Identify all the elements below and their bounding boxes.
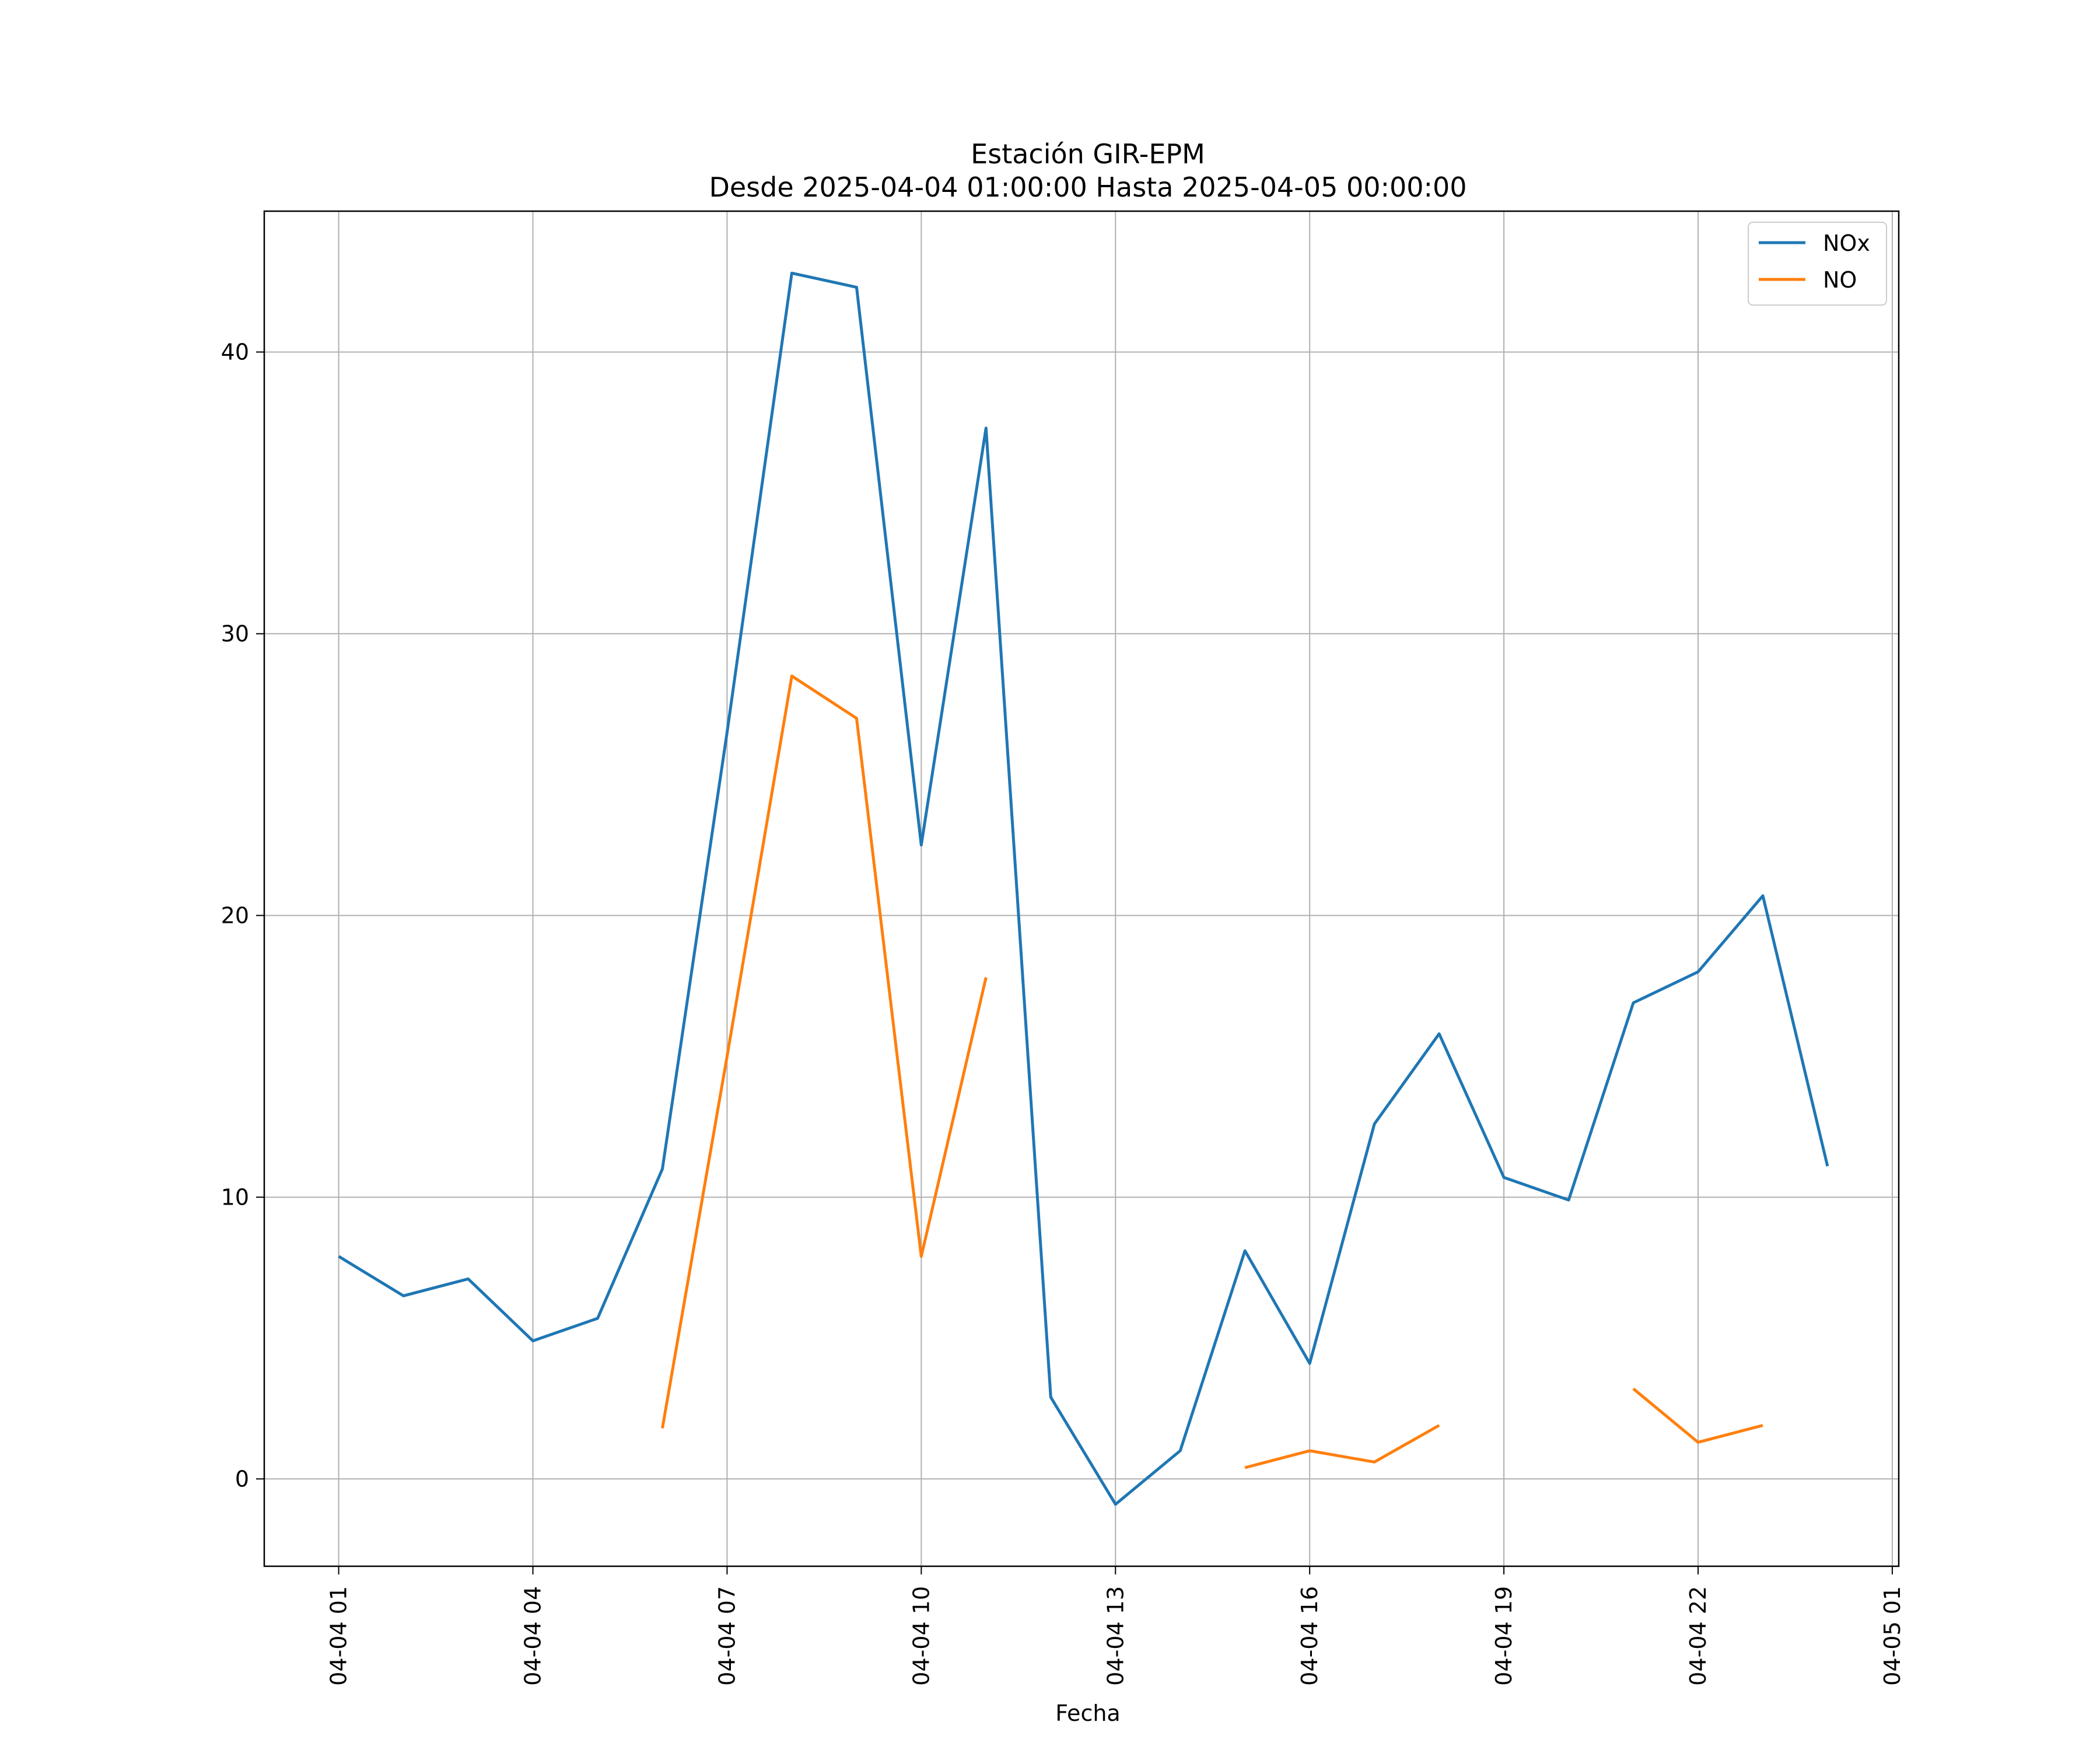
series-layer — [338, 271, 1829, 1506]
legend-label-nox: NOx — [1823, 230, 1870, 256]
legend-label-no: NO — [1823, 267, 1857, 293]
grid — [264, 211, 1899, 1566]
y-tick-label: 20 — [221, 902, 249, 928]
chart-subtitle: Desde 2025-04-04 01:00:00 Hasta 2025-04-… — [709, 172, 1466, 203]
x-axis-label: Fecha — [1055, 1700, 1120, 1726]
x-tick-label: 04-04 16 — [1297, 1586, 1322, 1686]
y-tick-label: 30 — [221, 621, 249, 646]
plot-frame — [263, 210, 1900, 1567]
x-tick-label: 04-04 07 — [714, 1586, 740, 1686]
series-line-no — [661, 674, 1763, 1469]
y-tick-label: 40 — [221, 339, 249, 365]
x-tick-label: 04-04 13 — [1102, 1586, 1128, 1686]
y-axis: 0 10 20 30 40 — [221, 339, 264, 1492]
legend: NOx NO — [1748, 222, 1887, 306]
x-tick-label: 04-04 10 — [908, 1586, 934, 1686]
x-tick-label: 04-04 22 — [1685, 1586, 1711, 1686]
chart-title: Estación GIR-EPM — [971, 138, 1205, 170]
x-tick-label: 04-05 01 — [1880, 1586, 1905, 1686]
x-axis: 04-04 01 04-04 04 04-04 07 04-04 10 04-04 13… — [326, 1566, 1905, 1686]
series-line-nox — [338, 271, 1829, 1506]
x-tick-label: 04-04 01 — [326, 1586, 352, 1686]
x-tick-label: 04-04 19 — [1491, 1586, 1517, 1686]
y-tick-label: 10 — [221, 1184, 249, 1210]
x-tick-label: 04-04 04 — [520, 1586, 546, 1686]
y-tick-label: 0 — [235, 1466, 249, 1492]
